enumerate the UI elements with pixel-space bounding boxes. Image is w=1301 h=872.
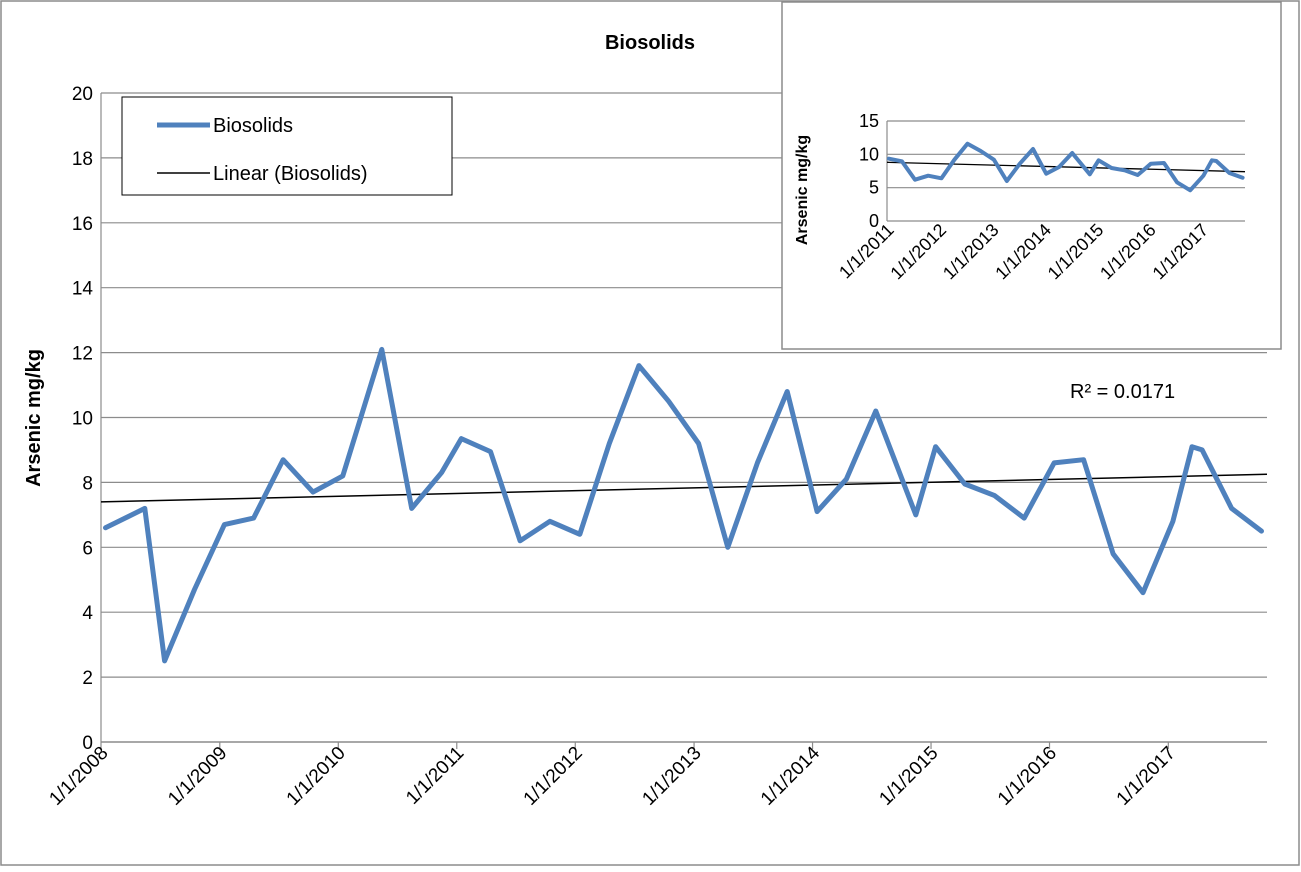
y-tick-label: 4 bbox=[82, 603, 93, 624]
y-tick-label: 0 bbox=[869, 211, 879, 231]
y-tick-label: 10 bbox=[72, 409, 93, 430]
inset-border bbox=[781, 1, 1282, 350]
y-tick-label: 10 bbox=[859, 144, 879, 164]
y-tick-label: 14 bbox=[72, 279, 94, 300]
y-tick-labels: 0 2 4 6 8 10 12 14 16 18 20 bbox=[72, 84, 94, 754]
y-axis-label: Arsenic mg/kg bbox=[23, 349, 45, 487]
y-tick-label: 8 bbox=[82, 473, 93, 494]
legend: Biosolids Linear (Biosolids) bbox=[121, 96, 453, 196]
inset-series-trendline bbox=[886, 161, 1246, 173]
y-tick-label: 20 bbox=[72, 84, 93, 105]
y-tick-label: 5 bbox=[869, 178, 879, 198]
legend-box bbox=[121, 96, 453, 196]
inset-series-biosolids-line bbox=[887, 141, 1245, 193]
y-tick-label: 6 bbox=[82, 538, 93, 559]
legend-label-linear: Linear (Biosolids) bbox=[213, 163, 368, 185]
series-trendline bbox=[100, 473, 1268, 503]
inset-y-axis-label: Arsenic mg/kg bbox=[794, 135, 811, 245]
y-tick-label: 15 bbox=[859, 111, 879, 131]
y-tick-label: 0 bbox=[82, 733, 93, 754]
series-biosolids-line bbox=[103, 346, 1264, 664]
chart-title: Biosolids bbox=[605, 32, 695, 54]
y-tick-label: 18 bbox=[72, 149, 93, 170]
r-squared-annotation: R² = 0.0171 bbox=[1070, 381, 1175, 403]
legend-label-biosolids: Biosolids bbox=[213, 115, 293, 137]
inset-y-tick-labels: 0 5 10 15 bbox=[859, 111, 879, 231]
y-tick-label: 12 bbox=[72, 344, 93, 365]
y-tick-label: 16 bbox=[72, 214, 93, 235]
y-tick-label: 2 bbox=[82, 668, 93, 689]
